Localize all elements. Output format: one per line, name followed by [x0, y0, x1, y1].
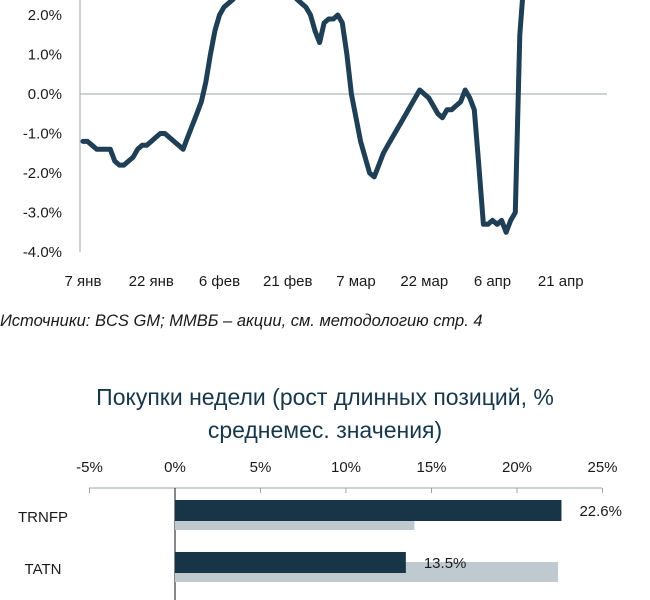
y-tick-label: -4.0%: [23, 244, 62, 261]
x-tick-label: 21 фев: [263, 273, 313, 290]
bar-x-tick-label: 15%: [416, 459, 446, 476]
bar-category-label: TATN: [25, 561, 62, 578]
bar-category-label: TRNFP: [18, 509, 68, 526]
bar-main: [175, 552, 406, 573]
line-series-path: [80, 0, 525, 235]
line-chart-y-ticks: -4.0% -3.0% -2.0% -1.0% 0.0% 1.0% 2.0%: [23, 7, 62, 261]
bar-chart-x-ticks: -5% 0% 5% 10% 15% 20% 25%: [76, 459, 617, 476]
x-tick-label: 6 апр: [474, 273, 511, 290]
x-tick-label: 22 янв: [129, 273, 174, 290]
bar-chart-title-line-2: среднемес. значения): [207, 417, 443, 443]
bar-x-tick-label: 20%: [502, 459, 532, 476]
bar-x-tick-label: 5%: [250, 459, 272, 476]
bar-x-tick-label: 0%: [164, 459, 186, 476]
y-tick-label: 1.0%: [28, 47, 62, 64]
bar-x-tick-label: -5%: [76, 459, 103, 476]
bar-value-label: 13.5%: [424, 555, 467, 572]
bar-chart-title-line-1: Покупки недели (рост длинных позиций, %: [96, 384, 554, 410]
y-tick-label: -3.0%: [23, 205, 62, 222]
bar-x-tick-label: 25%: [587, 459, 617, 476]
x-tick-label: 6 фев: [199, 273, 240, 290]
x-tick-label: 22 мар: [400, 273, 448, 290]
bar-chart: -5% 0% 5% 10% 15% 20% 25% 22.6% TRNFP 13.5% TATN: [18, 459, 622, 600]
y-tick-label: -1.0%: [23, 126, 62, 143]
bar-chart-tick-marks: [89, 488, 603, 493]
y-tick-label: 0.0%: [28, 86, 62, 103]
y-tick-label: -2.0%: [23, 165, 62, 182]
x-tick-label: 7 янв: [65, 273, 102, 290]
source-note: Источники: BCS GM; ММВБ – акции, см. мет…: [0, 312, 483, 330]
x-tick-label: 7 мар: [336, 273, 376, 290]
y-tick-label: 2.0%: [28, 7, 62, 24]
line-chart: -4.0% -3.0% -2.0% -1.0% 0.0% 1.0% 2.0% 7 янв 22…: [23, 0, 607, 290]
bar-value-label: 22.6%: [579, 503, 622, 520]
line-chart-x-ticks: 7 янв 22 янв 6 фев 21 фев 7 мар 22 мар 6 апр 21…: [65, 273, 584, 290]
bar-main: [175, 500, 562, 521]
bar-x-tick-label: 10%: [331, 459, 361, 476]
bar-chart-title: Покупки недели (рост длинных позиций, % …: [0, 381, 650, 447]
bar-chart-bars: 22.6% TRNFP 13.5% TATN: [18, 500, 622, 582]
x-tick-label: 21 апр: [538, 273, 584, 290]
